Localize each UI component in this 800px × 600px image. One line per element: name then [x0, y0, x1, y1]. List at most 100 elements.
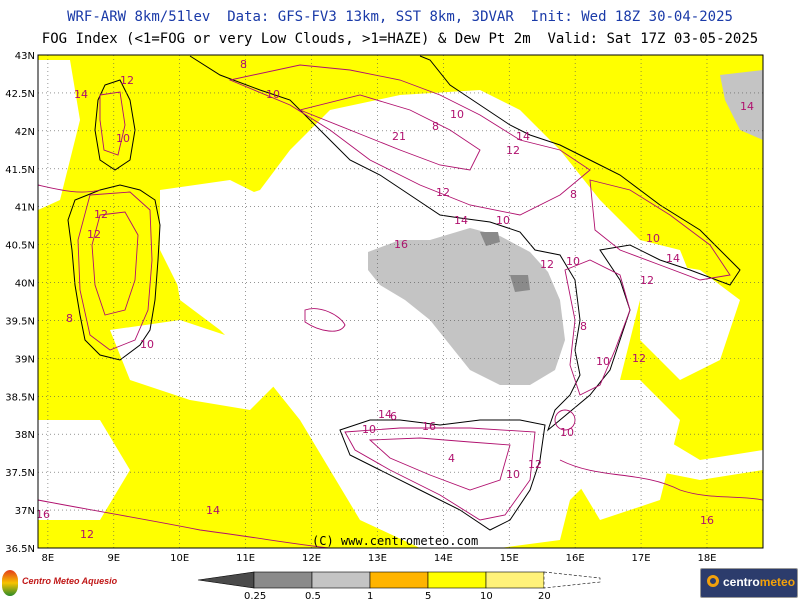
- contour-label: 12: [94, 208, 108, 221]
- contour-label: 14: [378, 408, 392, 421]
- contour-label: 12: [528, 458, 542, 471]
- legend-label: 1: [367, 591, 373, 600]
- contour-corsica: [99, 91, 126, 156]
- legend-swatch-orange: [369, 571, 429, 589]
- legend-label: 20: [538, 591, 551, 600]
- latitude-label: 40.5N: [5, 241, 35, 252]
- contour-label: 8: [66, 312, 73, 325]
- contour-label: 12: [120, 74, 134, 87]
- latitude-label: 39.5N: [5, 316, 35, 327]
- contour-sicily-inner: [368, 437, 511, 491]
- graticule: [38, 55, 763, 548]
- latitude-label: 37.5N: [5, 468, 35, 479]
- longitude-label: 11E: [236, 553, 255, 564]
- contour-label: 21: [392, 130, 406, 143]
- contour-label: 16: [422, 420, 436, 433]
- contour-label: 12: [506, 144, 520, 157]
- latitude-label: 38.5N: [5, 392, 35, 403]
- contour-peninsula-b: [298, 94, 481, 171]
- contour-label: 16: [394, 238, 408, 251]
- contour-label: 16: [700, 514, 714, 527]
- contour-sw-sea: [37, 499, 331, 549]
- centro-meteo-aquesio-logo: Centro Meteo Aquesio: [2, 568, 132, 598]
- contour-label: 8: [570, 188, 577, 201]
- contour-label: 10: [140, 338, 154, 351]
- fog-area-tyrrhenian: [368, 228, 565, 385]
- legend-label: 5: [425, 591, 431, 600]
- longitude-label: 18E: [697, 553, 716, 564]
- latitude-label: 36.5N: [5, 544, 35, 555]
- latitude-label: 41.5N: [5, 165, 35, 176]
- contour-label: 8: [580, 320, 587, 333]
- dew-point-contours: [37, 64, 764, 549]
- clear-area-west-edge: [38, 60, 80, 210]
- longitude-labels: 8E 9E 10E 11E 12E 13E 14E 15E 16E 17E 18E: [42, 553, 717, 564]
- contour-label: 16: [36, 508, 50, 521]
- longitude-label: 12E: [302, 553, 321, 564]
- contour-label: 14: [516, 130, 530, 143]
- contour-peninsula-a: [228, 64, 591, 216]
- coastline-sicily: [339, 419, 546, 531]
- logo-ring-icon: [707, 575, 719, 587]
- contour-west-sea: [37, 184, 101, 193]
- latitude-label: 42.5N: [5, 89, 35, 100]
- fog-area-dark-patch: [480, 232, 500, 246]
- coastline-peninsula: [189, 55, 741, 432]
- fog-area-dark-patch-2: [510, 275, 530, 292]
- clear-area-sea-west: [160, 180, 270, 300]
- latitude-label: 37N: [15, 506, 35, 517]
- legend-label: 0.5: [305, 591, 321, 600]
- longitude-label: 10E: [170, 553, 189, 564]
- contour-label: 14: [74, 88, 88, 101]
- fog-area-adriatic: [720, 70, 763, 140]
- contour-label: 10: [506, 468, 520, 481]
- clear-area-ionian-south: [570, 380, 680, 520]
- map-frame: [37, 54, 764, 549]
- latitude-label: 43N: [15, 51, 35, 62]
- contour-puglia: [589, 179, 731, 281]
- contour-label: 12: [87, 228, 101, 241]
- longitude-label: 8E: [42, 553, 55, 564]
- haze-area-south: [38, 370, 330, 548]
- contour-label: 14: [206, 504, 220, 517]
- latitude-label: 38N: [15, 430, 35, 441]
- copyright-text: (C) www.centrometeo.com: [312, 534, 478, 548]
- legend-swatch-very-dark: [197, 571, 255, 589]
- contour-label: 8: [240, 58, 247, 71]
- legend-swatch-dark-gray: [253, 571, 313, 589]
- latitude-label: 39N: [15, 354, 35, 365]
- contour-label: 12: [540, 258, 554, 271]
- contour-label: 8: [432, 120, 439, 133]
- contour-label: 14: [740, 100, 754, 113]
- coastlines: [67, 55, 741, 531]
- contour-label: 10: [560, 426, 574, 439]
- contour-label: 14: [666, 252, 680, 265]
- longitude-label: 16E: [566, 553, 585, 564]
- longitude-label: 14E: [434, 553, 453, 564]
- contour-calabria: [564, 259, 631, 396]
- clear-area-ionian-east: [640, 260, 740, 380]
- latitude-label: 41N: [15, 203, 35, 214]
- contour-label: 10: [566, 255, 580, 268]
- latitude-label: 42N: [15, 127, 35, 138]
- legend-label: 0.25: [244, 591, 266, 600]
- longitude-label: 17E: [632, 553, 651, 564]
- contour-label: 12: [640, 274, 654, 287]
- contour-label: 12: [80, 528, 94, 541]
- latitude-labels: 43N 42.5N 42N 41.5N 41N 40.5N 40N 39.5N 39N 38.5N…: [5, 51, 35, 555]
- contour-label: 10: [496, 214, 510, 227]
- contour-label: 6: [390, 410, 397, 423]
- coastline-corsica: [94, 79, 136, 171]
- contour-sardinia-outer: [77, 191, 153, 351]
- longitude-label: 15E: [500, 553, 519, 564]
- logo-left-text: Centro Meteo Aquesio: [22, 576, 118, 586]
- model-title-line: WRF-ARW 8km/51lev Data: GFS-FV3 13km, SS…: [67, 9, 733, 25]
- legend-swatch-clear: [543, 571, 601, 589]
- logo-right-prefix: centro: [723, 575, 760, 589]
- contour-sardinia-inner: [91, 211, 139, 316]
- legend-label: 10: [480, 591, 493, 600]
- fog-index-field: [38, 55, 763, 548]
- contour-label: 10: [450, 108, 464, 121]
- product-title-line: FOG Index (<1=FOG or very Low Clouds, >1…: [41, 31, 759, 47]
